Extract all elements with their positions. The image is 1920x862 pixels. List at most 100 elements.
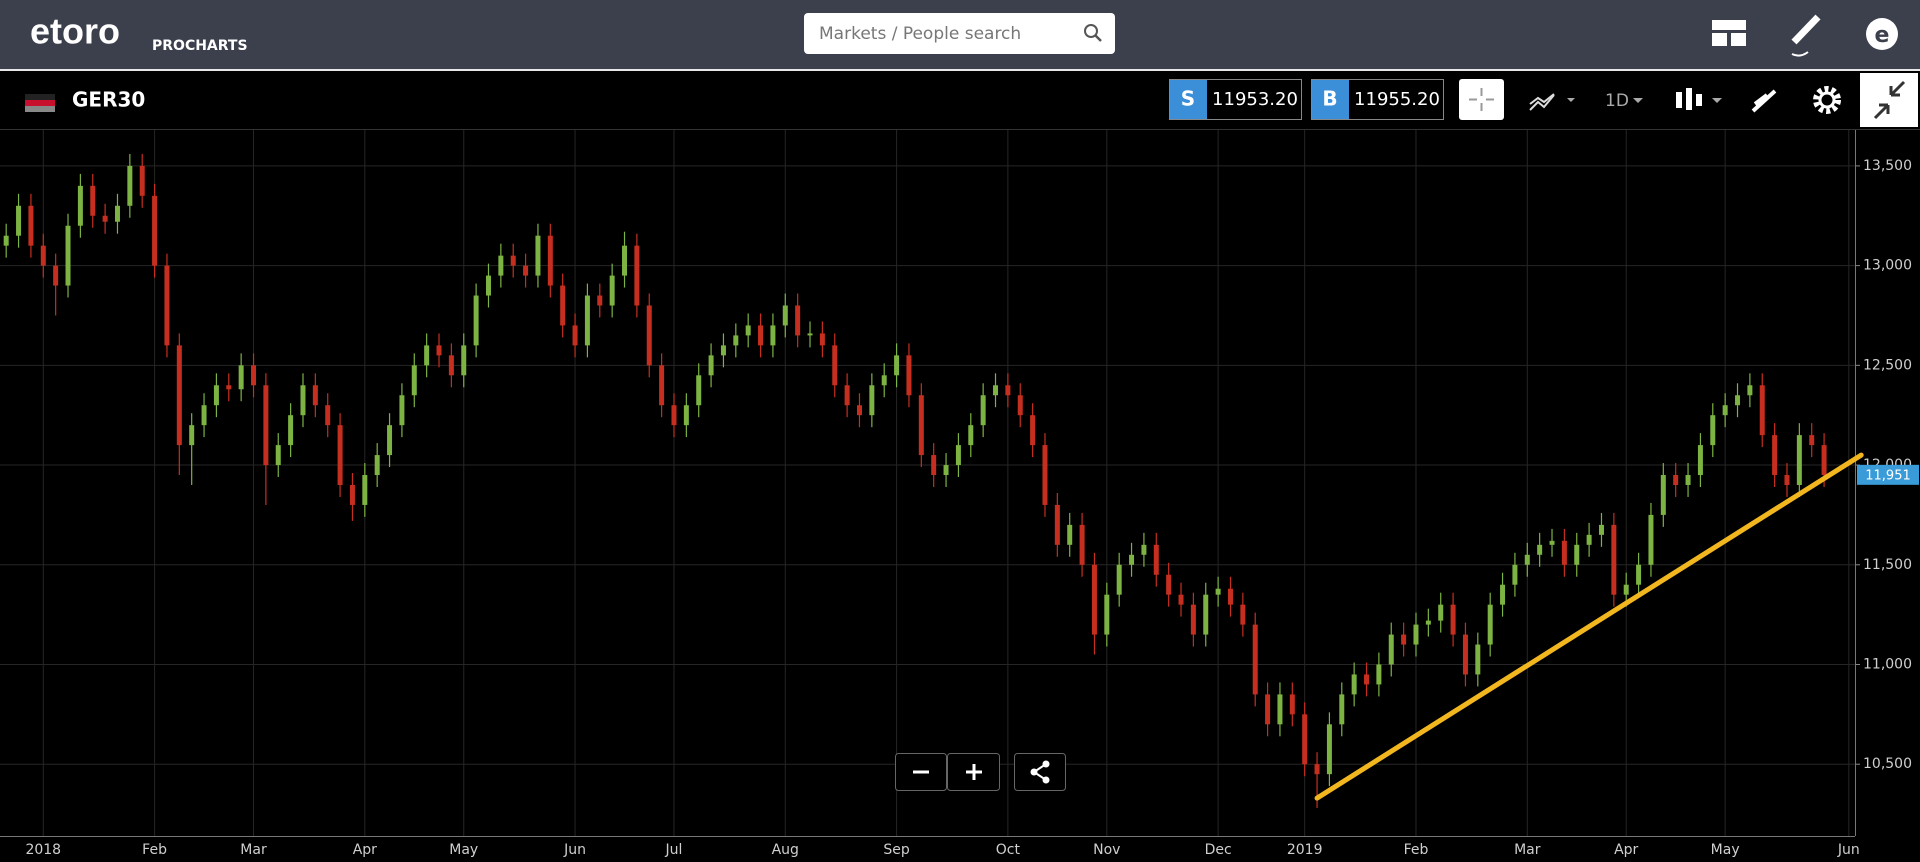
candle-body: [485, 275, 491, 296]
search-box[interactable]: Markets / People search: [804, 13, 1115, 54]
pencil-icon[interactable]: [1791, 14, 1821, 45]
candle-icon[interactable]: [1686, 88, 1692, 110]
fullscreen-button[interactable]: [1860, 73, 1918, 127]
search-icon[interactable]: [1094, 34, 1102, 42]
timeframe-button[interactable]: 1D: [1605, 91, 1643, 111]
zoom-out-button[interactable]: [895, 753, 947, 791]
crosshair-icon[interactable]: [1469, 88, 1494, 111]
indicator-icon[interactable]: [1529, 93, 1555, 105]
candle-body: [1586, 534, 1592, 545]
flag-icon: [25, 94, 55, 112]
candle-body: [164, 265, 170, 346]
layout-icon[interactable]: [1712, 33, 1727, 46]
candle-body: [325, 405, 331, 426]
candle-body: [3, 235, 9, 246]
candle-body: [300, 385, 306, 416]
sell-button[interactable]: S 11953.20: [1169, 79, 1302, 120]
draw-button[interactable]: [1751, 89, 1777, 113]
candle-body: [881, 375, 887, 386]
candle-body: [1302, 714, 1308, 765]
candle-body: [609, 275, 615, 306]
share-icon[interactable]: [1030, 768, 1038, 776]
candle-body: [1277, 694, 1283, 725]
candle-body: [1030, 415, 1036, 446]
candle-body: [1326, 724, 1332, 775]
candle-body: [906, 355, 912, 396]
layout-icon[interactable]: [1731, 33, 1746, 46]
fullscreen-bg[interactable]: [1860, 73, 1918, 127]
candle-body: [1623, 584, 1629, 595]
share-bg[interactable]: [1014, 753, 1066, 791]
candle-body: [1413, 624, 1419, 645]
candle-body: [1067, 524, 1073, 545]
profile-icon[interactable]: [1866, 18, 1898, 50]
candle-body: [448, 355, 454, 376]
crosshair-button[interactable]: [1459, 79, 1504, 120]
pencil-icon[interactable]: [1791, 51, 1809, 57]
candle-body: [659, 365, 665, 406]
candle-body: [894, 355, 900, 376]
candle-body: [176, 345, 182, 446]
share-icon[interactable]: [1042, 760, 1050, 768]
share-icon[interactable]: [1042, 776, 1050, 784]
candle-body: [374, 455, 380, 476]
candle-icon[interactable]: [1676, 92, 1682, 108]
share-button[interactable]: [1014, 753, 1066, 791]
candle-body: [1227, 588, 1233, 605]
settings-button[interactable]: [1813, 86, 1841, 114]
candle-body: [1116, 564, 1122, 595]
gear-icon[interactable]: [1813, 86, 1841, 114]
buy-button[interactable]: B 11955.20: [1311, 79, 1444, 120]
draw-icon[interactable]: [1751, 89, 1777, 113]
product-name: PROCHARTS: [152, 38, 248, 54]
sell-tag[interactable]: [1170, 80, 1207, 119]
plus-icon[interactable]: [966, 764, 982, 780]
candle-body: [1487, 604, 1493, 645]
layout-icon[interactable]: [1712, 20, 1746, 30]
indicator-button[interactable]: [1529, 93, 1575, 111]
candle-body: [1401, 634, 1407, 645]
candle-body: [1079, 524, 1085, 565]
x-tick-label: Jun: [563, 842, 586, 858]
layout-button[interactable]: [1712, 20, 1746, 46]
fullscreen-icon[interactable]: [1873, 80, 1906, 120]
profile-button[interactable]: e: [1866, 18, 1898, 50]
candle-body: [1537, 544, 1543, 555]
crosshair-bg[interactable]: [1459, 79, 1504, 120]
candle-body: [461, 345, 467, 376]
indicator-icon[interactable]: [1529, 94, 1555, 111]
candle-body: [127, 165, 133, 206]
candle-body: [634, 245, 640, 306]
chart-type-button[interactable]: [1676, 88, 1722, 110]
candle-body: [473, 295, 479, 346]
instrument-name[interactable]: GER30: [72, 88, 145, 112]
buy-tag[interactable]: [1312, 80, 1349, 119]
x-tick-label: 2018: [25, 842, 61, 858]
candle-body: [1598, 524, 1604, 535]
plot-area: [0, 130, 1855, 836]
candle-body: [671, 405, 677, 426]
edit-button[interactable]: [1791, 14, 1821, 57]
search-icon[interactable]: [1084, 24, 1098, 38]
timeframe[interactable]: 1D: [1605, 91, 1629, 111]
search-field[interactable]: [804, 13, 1115, 54]
candle-body: [1636, 564, 1642, 585]
profile-icon[interactable]: e: [1875, 23, 1890, 48]
separator: [0, 69, 1920, 71]
y-tick-label: 11,000: [1863, 656, 1912, 672]
candle-body: [1462, 634, 1468, 675]
candle-body: [918, 395, 924, 456]
candle-body: [622, 245, 628, 276]
candle-body: [1673, 475, 1679, 485]
dropdown-caret[interactable]: [1567, 98, 1575, 102]
zoom-in-button[interactable]: [947, 753, 1000, 791]
dropdown-caret[interactable]: [1633, 98, 1643, 103]
logo[interactable]: etoro: [30, 11, 120, 52]
candle-body: [1796, 435, 1802, 485]
candle-body: [201, 405, 207, 426]
candle-icon[interactable]: [1696, 94, 1702, 106]
candle-body: [53, 265, 59, 286]
candle-body: [856, 405, 862, 416]
gear-icon[interactable]: [1818, 91, 1836, 109]
dropdown-caret[interactable]: [1712, 98, 1722, 103]
